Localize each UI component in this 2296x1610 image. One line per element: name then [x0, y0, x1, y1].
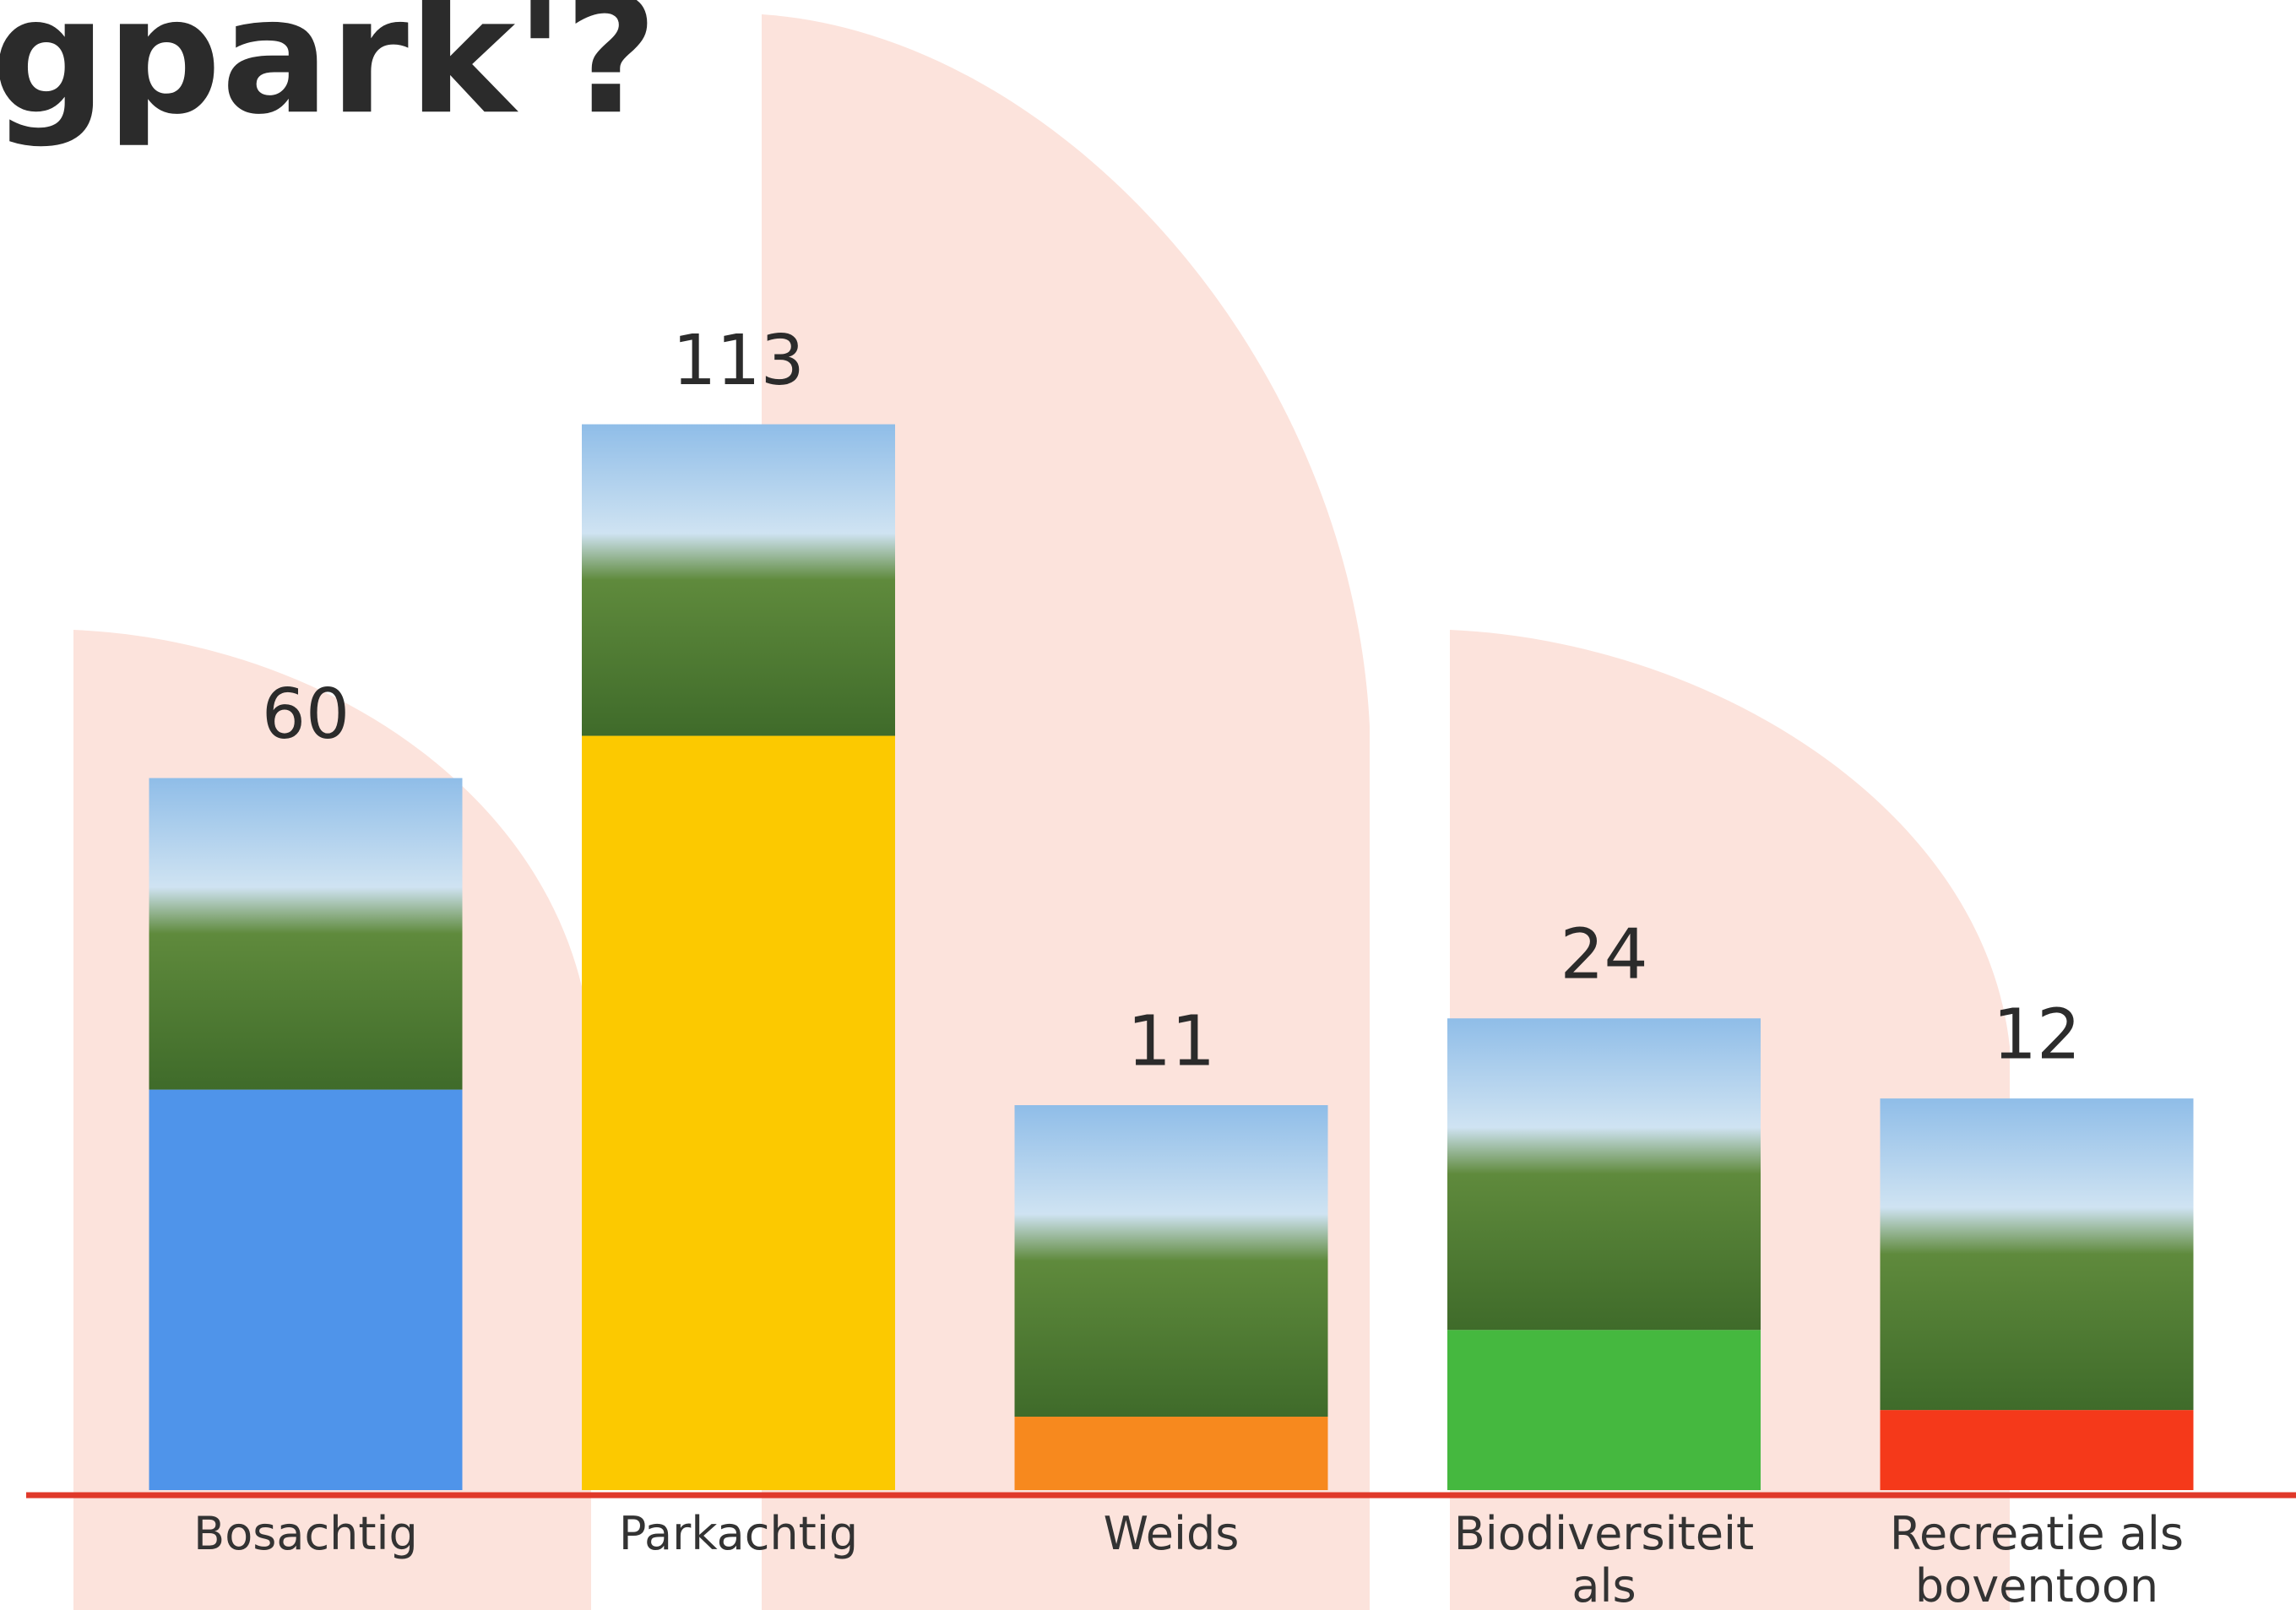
page: gpark'? 60113112412 (() => { const data … [0, 0, 2296, 1610]
x-tick-label: Recreatie als boventoon [1876, 1508, 2197, 1610]
bar [149, 1090, 463, 1490]
x-tick-label: Parkachtig [578, 1508, 899, 1560]
x-tick-label: Weids [1011, 1508, 1332, 1560]
bar [582, 736, 895, 1490]
photo [1015, 1105, 1328, 1417]
x-tick-label: Biodiversiteit als boventoon [1444, 1508, 1765, 1610]
value-label: 11 [1127, 1001, 1215, 1081]
bar [1015, 1417, 1328, 1490]
x-tick-label: Bosachtig [145, 1508, 466, 1560]
value-label: 24 [1560, 915, 1647, 995]
value-label: 113 [672, 321, 805, 401]
value-label: 60 [262, 675, 350, 755]
value-label: 12 [1993, 995, 2081, 1076]
photo [582, 425, 895, 736]
bar [1881, 1410, 2194, 1490]
photo [149, 778, 463, 1090]
photo [1447, 1018, 1761, 1330]
bar [1447, 1330, 1761, 1490]
chart: gpark'? 60 113 11 24 12 [0, 0, 2296, 1610]
photo [1881, 1098, 2194, 1410]
chart-title: gpark'? [0, 0, 658, 149]
